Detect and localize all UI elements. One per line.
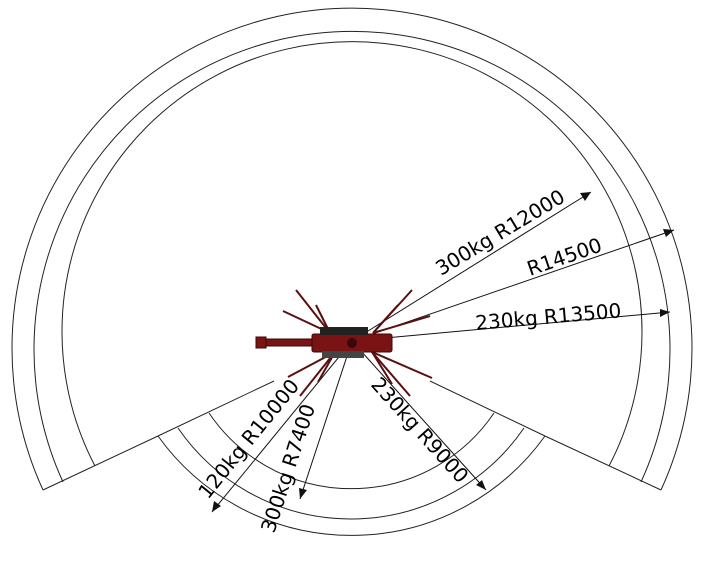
sector-edge-left (42, 435, 159, 491)
outrigger-front-right-3 (372, 304, 399, 334)
arrow-r12000 (580, 192, 591, 201)
arrow-r10000 (212, 501, 221, 512)
rear-edge-right (429, 380, 546, 437)
dim-line-r10000 (211, 340, 353, 513)
arc-r12000 (61, 41, 643, 467)
crane-track (322, 351, 364, 358)
dim-line-r13500 (351, 311, 671, 342)
label-r14500: R14500 (524, 233, 605, 281)
outrigger-rear-right-3 (371, 351, 393, 385)
crane-top-view (255, 289, 433, 397)
arrow-r9000 (476, 480, 486, 490)
arc-r9000 (177, 427, 525, 520)
arc-r14500 (11, 7, 693, 491)
outrigger-front-left-1 (295, 289, 331, 334)
dim-line-r12000 (351, 191, 592, 342)
outrigger-rear-right-2 (371, 351, 411, 397)
sector-edge-right (544, 435, 662, 491)
outrigger-front-right-2 (372, 315, 431, 334)
outrigger-rear-right-1 (371, 351, 433, 379)
label-r13500: 230kg R13500 (474, 298, 622, 335)
slew-centre (347, 338, 357, 348)
arc-r13500 (33, 30, 671, 483)
arrow-r14500 (663, 229, 674, 237)
upper-radius-arcs (11, 7, 693, 491)
dimension-labels: 300kg R12000 R14500 230kg R13500 120kg R… (193, 184, 622, 535)
arrow-r7400 (299, 488, 307, 499)
arrow-r13500 (660, 309, 670, 317)
dim-line-r9000 (351, 340, 487, 491)
arc-r10000 (157, 435, 546, 536)
label-r9000: 230kg R9000 (366, 372, 473, 487)
arc-r7400 (208, 412, 495, 490)
boom-tip (255, 336, 267, 349)
crane-cab (320, 327, 368, 335)
lower-radius-arcs (157, 380, 546, 536)
outrigger-rear-left-2 (299, 351, 336, 397)
rear-edge-left (157, 380, 275, 437)
dim-line-r7400 (299, 340, 353, 500)
